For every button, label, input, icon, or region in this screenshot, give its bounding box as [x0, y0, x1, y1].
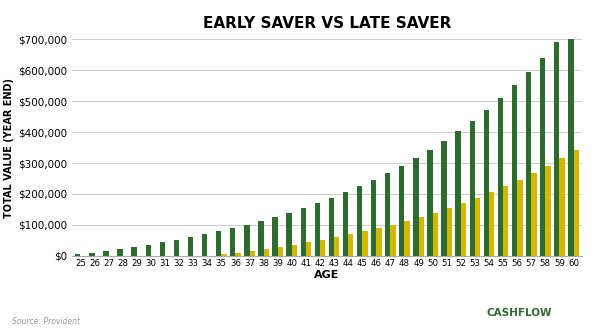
Bar [235, 253, 241, 256]
Bar [559, 158, 565, 256]
Bar [343, 193, 348, 256]
Bar [174, 240, 179, 256]
Bar [188, 237, 193, 256]
Text: CASHFLOW: CASHFLOW [487, 308, 552, 318]
Bar [433, 213, 438, 256]
X-axis label: AGE: AGE [314, 270, 340, 280]
Bar [258, 221, 263, 256]
Y-axis label: TOTAL VALUE (YEAR END): TOTAL VALUE (YEAR END) [4, 78, 14, 217]
Bar [419, 217, 424, 256]
Bar [292, 245, 297, 256]
Bar [540, 57, 545, 256]
Bar [334, 237, 340, 256]
Bar [286, 213, 292, 256]
Bar [574, 150, 579, 256]
Bar [221, 254, 227, 256]
Bar [75, 254, 80, 256]
Bar [498, 98, 503, 256]
Bar [329, 198, 334, 256]
Bar [526, 72, 531, 256]
Bar [160, 242, 165, 256]
Bar [399, 166, 404, 256]
Bar [320, 240, 325, 256]
Bar [216, 232, 221, 256]
Title: EARLY SAVER VS LATE SAVER: EARLY SAVER VS LATE SAVER [203, 16, 451, 31]
Bar [362, 232, 368, 256]
Bar [475, 198, 480, 256]
Bar [146, 245, 151, 256]
Bar [385, 173, 391, 256]
Bar [301, 208, 306, 256]
Bar [371, 180, 376, 256]
Bar [531, 173, 536, 256]
Bar [554, 42, 559, 256]
Bar [244, 225, 250, 256]
Bar [306, 242, 311, 256]
Bar [391, 225, 396, 256]
Bar [376, 228, 382, 256]
Bar [118, 249, 123, 256]
Bar [484, 110, 489, 256]
Bar [461, 203, 466, 256]
Bar [357, 186, 362, 256]
Bar [230, 228, 235, 256]
Text: Source: Provident: Source: Provident [12, 318, 80, 326]
Bar [89, 253, 95, 256]
Bar [447, 208, 452, 256]
Bar [278, 247, 283, 256]
Bar [131, 247, 137, 256]
Bar [103, 251, 109, 256]
Bar [314, 203, 320, 256]
Bar [250, 251, 255, 256]
Bar [470, 121, 475, 256]
Bar [413, 158, 419, 256]
Bar [348, 235, 353, 256]
Bar [568, 26, 574, 256]
Bar [517, 180, 523, 256]
Bar [272, 217, 278, 256]
Bar [455, 131, 461, 256]
Bar [503, 186, 508, 256]
Bar [404, 221, 410, 256]
Bar [263, 249, 269, 256]
Bar [442, 141, 447, 256]
Bar [489, 193, 494, 256]
Bar [512, 85, 517, 256]
Bar [202, 235, 207, 256]
Bar [427, 150, 433, 256]
Bar [545, 166, 551, 256]
